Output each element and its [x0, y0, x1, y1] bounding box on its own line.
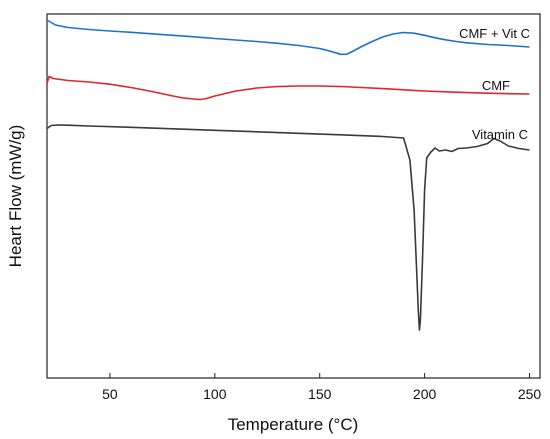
x-axis-title: Temperature (°C) — [228, 415, 359, 434]
y-axis-title: Heart Flow (mW/g) — [6, 125, 25, 268]
series-line-1 — [46, 19, 530, 56]
series-label-3: Vitamin C — [472, 127, 528, 142]
x-tick-label: 200 — [413, 386, 437, 402]
series-labels: CMF + Vit C CMF Vitamin C — [459, 26, 530, 142]
x-axis-ticks: 50 100 150 200 250 — [102, 373, 541, 402]
series-line-2 — [46, 75, 530, 101]
x-tick-label: 50 — [102, 386, 118, 402]
series-label-1: CMF + Vit C — [459, 26, 530, 41]
x-tick-label: 250 — [518, 386, 542, 402]
x-tick-label: 100 — [203, 386, 227, 402]
series-line-3 — [46, 124, 530, 331]
plot-frame — [46, 13, 541, 379]
series-group — [46, 19, 530, 331]
x-tick-label: 150 — [308, 386, 332, 402]
series-label-2: CMF — [482, 78, 510, 93]
